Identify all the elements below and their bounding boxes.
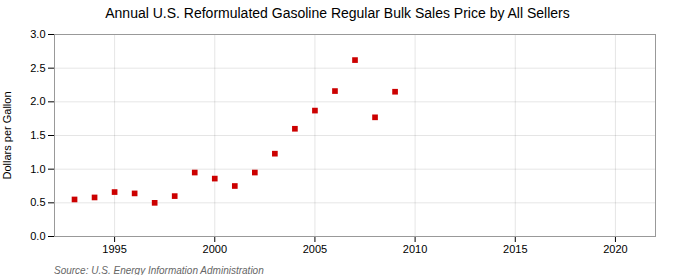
svg-text:2.5: 2.5 <box>30 62 45 74</box>
html-text:Source: U.S. Energy Informatio: Source: U.S. Energy Information Administ… <box>54 265 264 275</box>
svg-text:Dollars per Gallon: Dollars per Gallon <box>1 91 13 179</box>
svg-text:0.0: 0.0 <box>30 230 45 242</box>
svg-text:2.0: 2.0 <box>30 95 45 107</box>
svg-text:3.0: 3.0 <box>30 28 45 40</box>
svg-text:1995: 1995 <box>102 243 126 255</box>
svg-text:2010: 2010 <box>403 243 427 255</box>
svg-text:0.5: 0.5 <box>30 196 45 208</box>
svg-text:2015: 2015 <box>503 243 527 255</box>
svg-text:1.0: 1.0 <box>30 163 45 175</box>
svg-text:1.5: 1.5 <box>30 129 45 141</box>
svg-text:2005: 2005 <box>303 243 327 255</box>
svg-text:2000: 2000 <box>203 243 227 255</box>
html-text:Annual U.S. Reformulated Gasol: Annual U.S. Reformulated Gasoline Regula… <box>105 5 570 21</box>
svg-text:2020: 2020 <box>603 243 627 255</box>
